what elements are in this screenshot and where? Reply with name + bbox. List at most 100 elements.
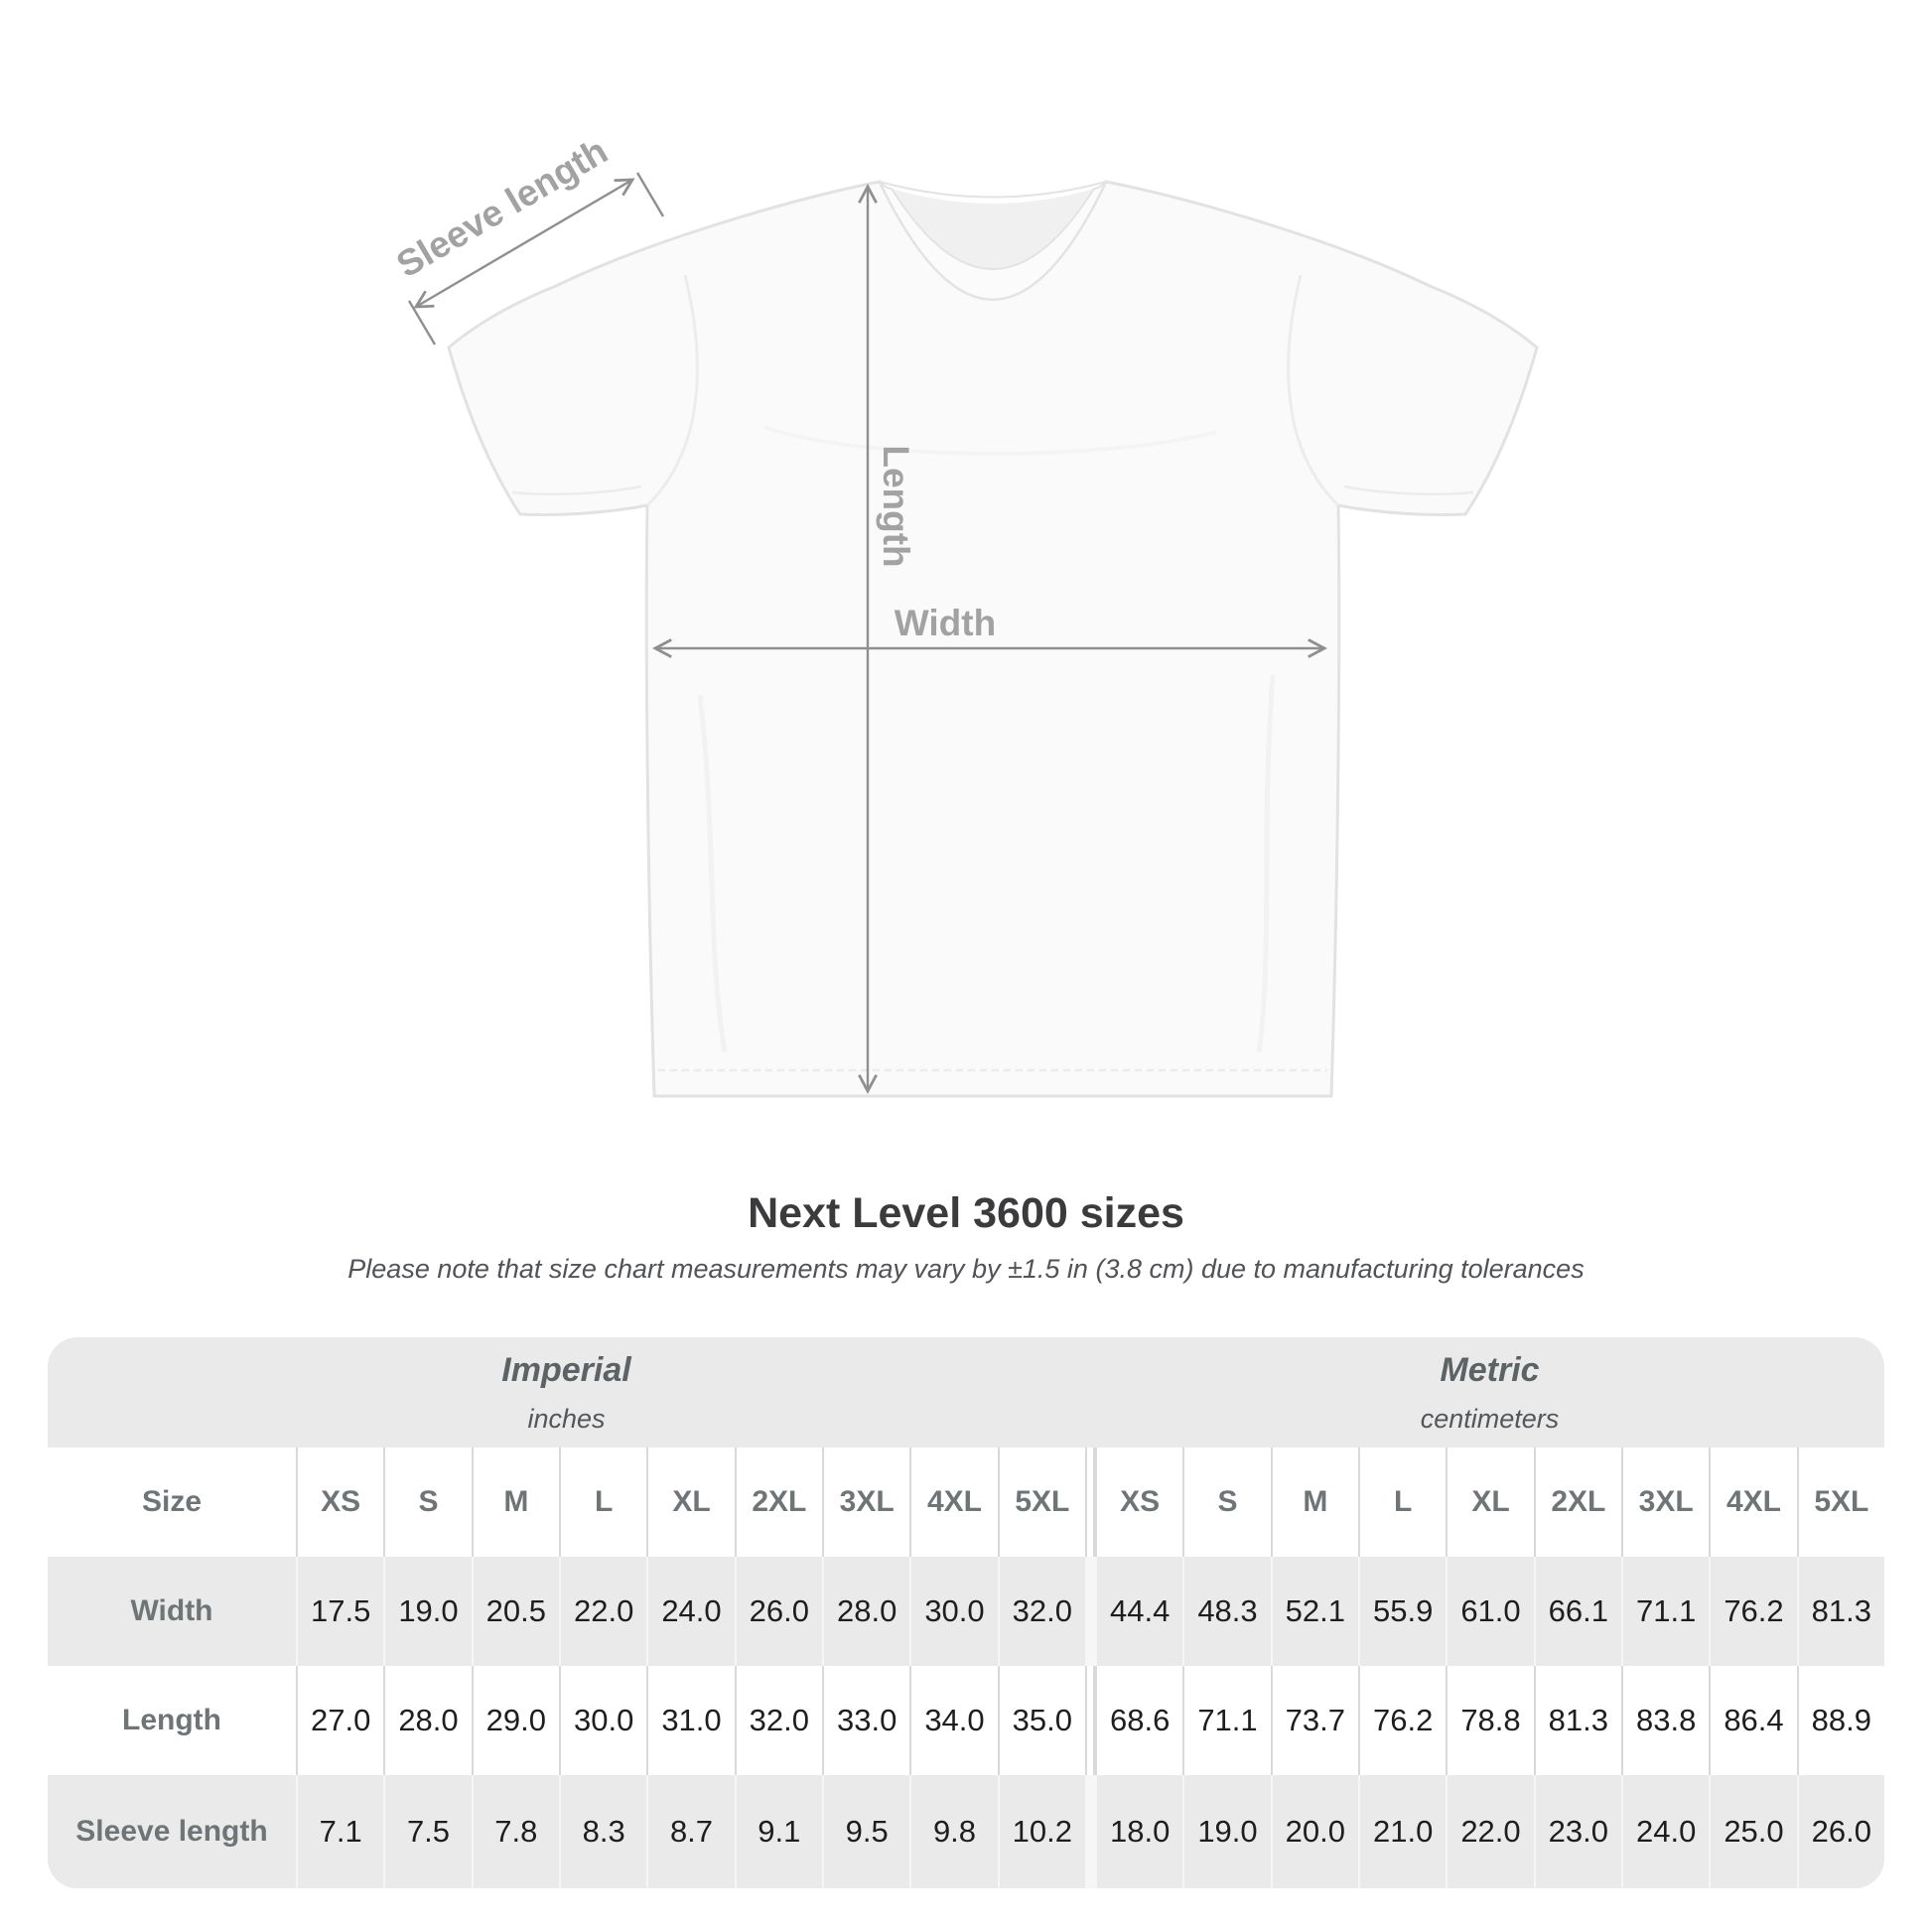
value-cell: 66.1: [1533, 1557, 1621, 1666]
length-label: Length: [876, 445, 916, 567]
value-cell: 7.8: [471, 1775, 559, 1888]
size-header-imperial-3xl: 3XL: [822, 1448, 910, 1557]
value-cell: 24.0: [1621, 1775, 1710, 1888]
size-header-metric-m: M: [1270, 1448, 1358, 1557]
value-cell: 28.0: [822, 1557, 910, 1666]
value-cell: 20.5: [471, 1557, 559, 1666]
width-label: Width: [895, 603, 996, 643]
left-armhole-seam: [645, 274, 699, 507]
size-header-imperial-xs: XS: [296, 1448, 384, 1557]
size-header-imperial-4xl: 4XL: [909, 1448, 998, 1557]
sleeve-length-arrow: [413, 178, 635, 309]
section-divider: [1085, 1557, 1095, 1666]
section-divider: [1085, 1666, 1095, 1775]
value-cell: 32.0: [997, 1557, 1085, 1666]
value-cell: 22.0: [559, 1557, 647, 1666]
value-cell: 83.8: [1621, 1666, 1710, 1775]
metric-section-header: Metric centimeters: [1095, 1337, 1884, 1448]
value-cell: 28.0: [383, 1666, 472, 1775]
value-cell: 33.0: [822, 1666, 910, 1775]
value-cell: 9.1: [734, 1775, 822, 1888]
value-cell: 81.3: [1533, 1666, 1621, 1775]
value-cell: 32.0: [734, 1666, 822, 1775]
value-cell: 48.3: [1182, 1557, 1271, 1666]
value-cell: 18.0: [1095, 1775, 1183, 1888]
row-label-width: Width: [48, 1557, 296, 1666]
size-header-metric-xs: XS: [1095, 1448, 1183, 1557]
wrinkle-left: [697, 694, 728, 1053]
value-cell: 25.0: [1709, 1775, 1797, 1888]
size-header-metric-3xl: 3XL: [1621, 1448, 1710, 1557]
value-cell: 76.2: [1709, 1557, 1797, 1666]
size-header-imperial-5xl: 5XL: [997, 1448, 1085, 1557]
value-cell: 86.4: [1709, 1666, 1797, 1775]
value-cell: 19.0: [1182, 1775, 1271, 1888]
size-table-grid: Imperial inches Metric centimeters Size X…: [48, 1337, 1884, 1888]
value-cell: 71.1: [1621, 1557, 1710, 1666]
wrinkle-chest: [763, 425, 1217, 456]
value-cell: 76.2: [1358, 1666, 1447, 1775]
value-cell: 20.0: [1270, 1775, 1358, 1888]
imperial-title: Imperial: [501, 1350, 631, 1389]
section-divider: [1085, 1775, 1095, 1888]
value-cell: 34.0: [909, 1666, 998, 1775]
right-armhole-seam: [1287, 274, 1340, 507]
left-sleeve-stitch: [511, 484, 642, 496]
size-header-metric-l: L: [1358, 1448, 1447, 1557]
metric-title: Metric: [1440, 1350, 1540, 1389]
value-cell: 9.8: [909, 1775, 998, 1888]
size-header-metric-5xl: 5XL: [1796, 1448, 1884, 1557]
size-header-metric-2xl: 2XL: [1533, 1448, 1621, 1557]
value-cell: 26.0: [1796, 1775, 1884, 1888]
value-cell: 35.0: [997, 1666, 1085, 1775]
sleeve-arrow-tick-top: [635, 172, 665, 217]
value-cell: 19.0: [383, 1557, 472, 1666]
value-cell: 10.2: [997, 1775, 1085, 1888]
size-header-imperial-s: S: [383, 1448, 472, 1557]
right-sleeve-stitch: [1343, 484, 1474, 496]
tshirt-measurement-diagram: Sleeve length Length Width: [389, 130, 1539, 1098]
size-header-metric-4xl: 4XL: [1709, 1448, 1797, 1557]
value-cell: 44.4: [1095, 1557, 1183, 1666]
page-title: Next Level 3600 sizes: [748, 1189, 1184, 1237]
sleeve-arrow-tick-bottom: [407, 300, 437, 345]
size-header-imperial-l: L: [559, 1448, 647, 1557]
row-label-length: Length: [48, 1666, 296, 1775]
collar-back-seam: [879, 181, 1107, 199]
row-label-sleeve-length: Sleeve length: [48, 1775, 296, 1888]
value-cell: 21.0: [1358, 1775, 1447, 1888]
value-cell: 52.1: [1270, 1557, 1358, 1666]
value-cell: 23.0: [1533, 1775, 1621, 1888]
value-cell: 24.0: [646, 1557, 735, 1666]
imperial-unit: inches: [527, 1403, 606, 1434]
size-header-metric-xl: XL: [1446, 1448, 1534, 1557]
metric-unit: centimeters: [1420, 1403, 1560, 1434]
section-divider: [1085, 1337, 1095, 1448]
value-cell: 9.5: [822, 1775, 910, 1888]
value-cell: 17.5: [296, 1557, 384, 1666]
value-cell: 8.3: [559, 1775, 647, 1888]
value-cell: 61.0: [1446, 1557, 1534, 1666]
value-cell: 78.8: [1446, 1666, 1534, 1775]
section-divider: [1085, 1448, 1095, 1557]
value-cell: 8.7: [646, 1775, 735, 1888]
value-cell: 55.9: [1358, 1557, 1447, 1666]
value-cell: 30.0: [909, 1557, 998, 1666]
wrinkle-right: [1256, 674, 1276, 1053]
value-cell: 7.5: [383, 1775, 472, 1888]
value-cell: 31.0: [646, 1666, 735, 1775]
value-cell: 29.0: [471, 1666, 559, 1775]
value-cell: 7.1: [296, 1775, 384, 1888]
tolerance-note: Please note that size chart measurements…: [347, 1254, 1585, 1284]
value-cell: 71.1: [1182, 1666, 1271, 1775]
collar-band: [879, 181, 1107, 301]
size-header-metric-s: S: [1182, 1448, 1271, 1557]
value-cell: 73.7: [1270, 1666, 1358, 1775]
size-table: Imperial inches Metric centimeters Size X…: [48, 1337, 1884, 1888]
value-cell: 27.0: [296, 1666, 384, 1775]
value-cell: 22.0: [1446, 1775, 1534, 1888]
imperial-section-header: Imperial inches: [48, 1337, 1085, 1448]
size-header-imperial-2xl: 2XL: [734, 1448, 822, 1557]
size-column-header: Size: [48, 1448, 296, 1557]
